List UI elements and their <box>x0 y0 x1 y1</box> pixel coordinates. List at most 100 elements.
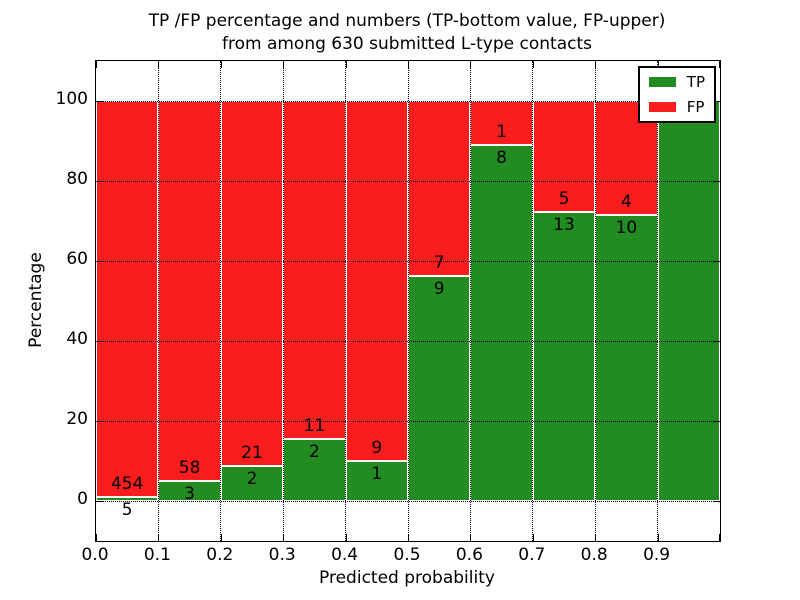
legend-item-tp: TP <box>648 73 705 91</box>
x-tick-label: 0.0 <box>81 545 109 565</box>
x-tick <box>408 61 409 68</box>
gridline-horizontal <box>96 180 720 182</box>
plot-area: TP FP 45455832121129179185134107 <box>95 60 721 542</box>
bar-label-fp-6: 1 <box>496 122 507 143</box>
gridline-vertical <box>220 61 222 541</box>
x-tick <box>220 534 222 541</box>
bar-segment-tp-5 <box>408 276 471 501</box>
x-tick <box>408 534 409 541</box>
y-tick-label: 40 <box>66 329 88 349</box>
legend-swatch-fp-icon <box>648 102 676 112</box>
bar-segment-tp-1 <box>158 481 221 501</box>
y-tick <box>713 181 720 182</box>
x-axis-label: Predicted probability <box>319 568 495 588</box>
x-tick <box>470 61 472 68</box>
x-tick-label: 0.3 <box>268 545 296 565</box>
bar-label-tp-2: 2 <box>246 469 258 490</box>
bar-label-fp-5: 7 <box>433 253 445 273</box>
gridline-horizontal <box>96 500 720 502</box>
y-tick <box>96 501 103 502</box>
x-tick <box>657 61 659 68</box>
bar-label-tp-1: 3 <box>184 484 195 505</box>
y-tick-label: 0 <box>77 489 88 509</box>
chart-title-line1: TP /FP percentage and numbers (TP-bottom… <box>148 11 666 31</box>
x-tick-label: 0.2 <box>206 545 234 565</box>
x-tick-label: 0.6 <box>455 545 483 565</box>
y-tick <box>713 101 720 102</box>
x-tick <box>595 61 597 68</box>
bar-label-fp-7: 5 <box>558 189 570 210</box>
bar-segment-fp-3 <box>283 101 346 440</box>
gridline-vertical <box>282 61 284 541</box>
bar-segment-tp-7 <box>532 212 596 501</box>
y-tick <box>713 501 720 502</box>
bar-segment-tp-4 <box>345 461 408 501</box>
bar-label-tp-0: 5 <box>121 499 133 520</box>
bar-segment-tp-6 <box>470 145 533 501</box>
legend-label-tp: TP <box>686 73 705 91</box>
legend: TP FP <box>637 66 716 123</box>
bar-segment-fp-4 <box>345 101 408 461</box>
bar-segment-fp-2 <box>220 101 284 467</box>
bar-label-tp-8: 10 <box>615 218 638 239</box>
x-tick-label: 0.8 <box>580 545 608 565</box>
bar-segment-tp-0 <box>96 496 159 501</box>
gridline-horizontal <box>96 340 720 342</box>
x-tick <box>719 534 720 541</box>
x-tick-label: 0.7 <box>518 545 546 565</box>
y-tick-label: 80 <box>66 169 88 189</box>
x-tick-label: 0.9 <box>643 545 671 565</box>
chart-title-line2: from among 630 submitted L-type contacts <box>221 34 592 54</box>
gridline-horizontal <box>96 100 720 102</box>
y-tick <box>96 341 103 342</box>
x-tick-label: 0.4 <box>331 545 359 565</box>
y-tick <box>96 181 103 182</box>
gridline-vertical <box>594 61 596 541</box>
bar-segment-fp-6 <box>470 101 533 146</box>
x-tick <box>220 61 222 68</box>
bar-segment-fp-0 <box>96 101 159 497</box>
y-tick-label: 60 <box>66 249 88 269</box>
gridline-vertical <box>345 61 347 541</box>
x-tick <box>96 534 97 541</box>
gridline-vertical <box>157 61 159 541</box>
x-tick <box>719 61 720 68</box>
x-tick <box>158 534 160 541</box>
gridline-horizontal <box>96 420 720 422</box>
bar-label-tp-3: 2 <box>308 442 320 463</box>
bar-label-fp-8: 4 <box>620 192 632 213</box>
bar-label-fp-1: 58 <box>178 458 201 479</box>
y-tick <box>713 341 720 342</box>
x-tick <box>96 61 97 68</box>
bar-segment-tp-2 <box>220 466 284 501</box>
x-tick <box>470 534 472 541</box>
legend-label-fp: FP <box>686 98 705 116</box>
y-tick <box>713 421 720 422</box>
x-tick <box>532 534 534 541</box>
bar-segment-tp-8 <box>595 215 658 501</box>
x-tick <box>283 61 285 68</box>
y-tick <box>96 101 103 102</box>
bar-label-fp-0: 454 <box>110 473 144 494</box>
gridline-vertical <box>532 61 534 541</box>
gridline-vertical <box>407 61 409 541</box>
gridline-horizontal <box>96 260 720 262</box>
bar-segment-tp-3 <box>283 439 346 501</box>
y-tick <box>96 421 103 422</box>
bar-label-tp-4: 1 <box>371 464 383 484</box>
x-tick <box>345 61 347 68</box>
y-axis-label: Percentage <box>26 252 46 348</box>
bar-segment-fp-1 <box>158 101 221 482</box>
bar-segment-fp-7 <box>532 101 596 213</box>
bar-label-fp-2: 21 <box>241 443 263 464</box>
y-tick-label: 20 <box>66 409 88 429</box>
gridline-vertical <box>469 61 471 541</box>
legend-item-fp: FP <box>648 98 705 116</box>
x-tick <box>657 534 659 541</box>
bar-label-tp-5: 9 <box>433 279 445 299</box>
x-tick <box>158 61 160 68</box>
legend-swatch-tp-icon <box>648 77 676 87</box>
gridline-vertical <box>657 61 659 541</box>
x-tick <box>283 534 285 541</box>
